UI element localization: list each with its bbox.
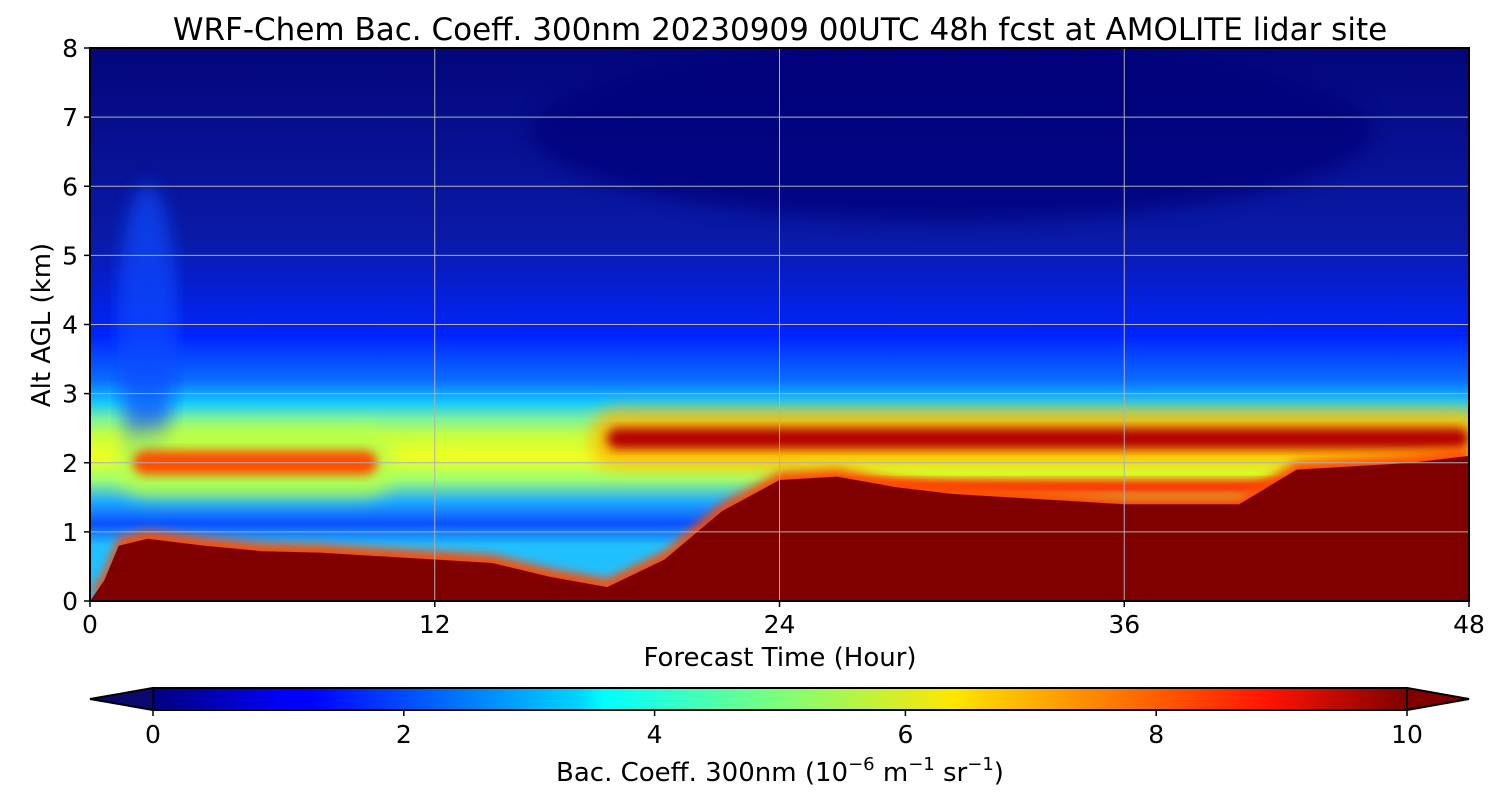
- y-axis-ticks: 0 1 2 3 4 5 6 7 8: [62, 34, 90, 616]
- chart-title: WRF-Chem Bac. Coeff. 300nm 20230909 00UT…: [173, 12, 1387, 48]
- y-tick-label: 6: [62, 172, 78, 201]
- y-tick-label: 4: [62, 311, 78, 340]
- y-tick-label: 0: [62, 587, 78, 616]
- x-tick-label: 36: [1108, 610, 1140, 639]
- colorbar-tick-label: 6: [897, 720, 913, 749]
- colorbar-ticks: 0 2 4 6 8 10: [145, 710, 1423, 749]
- x-axis-label: Forecast Time (Hour): [643, 643, 916, 673]
- x-tick-label: 48: [1453, 610, 1485, 639]
- y-tick-label: 2: [62, 449, 78, 478]
- colorbar-under-arrow: [89, 686, 154, 712]
- colorbar-label: Bac. Coeff. 300nm (10−6 m−1 sr−1): [556, 754, 1004, 788]
- colorbar-label-main: Bac. Coeff. 300nm (10: [556, 758, 848, 788]
- colorbar-label-mid: m: [875, 758, 909, 788]
- y-axis-label: Alt AGL (km): [27, 243, 57, 407]
- colorbar-label-exp3: −1: [967, 754, 994, 775]
- colorbar-gradient: [152, 687, 1408, 711]
- x-tick-label: 0: [82, 610, 98, 639]
- y-tick-label: 7: [62, 103, 78, 132]
- colorbar-over-arrow: [1406, 686, 1470, 712]
- y-tick-label: 3: [62, 380, 78, 409]
- colorbar-label-exp1: −6: [848, 754, 875, 775]
- heatmap-layer-smoke-layer-2.4km: [592, 409, 1469, 468]
- y-tick-label: 8: [62, 34, 78, 63]
- y-tick-label: 5: [62, 241, 78, 270]
- x-tick-label: 24: [764, 610, 796, 639]
- colorbar-tick-label: 2: [396, 720, 412, 749]
- colorbar: 0 2 4 6 8 10 Bac. Coeff. 300nm (10−6 m−1 sr−1…: [89, 686, 1470, 788]
- heatmap-layer-core: [607, 428, 1469, 449]
- x-tick-label: 12: [419, 610, 451, 639]
- colorbar-tick-label: 10: [1391, 720, 1423, 749]
- colorbar-tick-label: 0: [145, 720, 161, 749]
- colorbar-label-end: ): [994, 758, 1004, 788]
- heatmap-upper-dark-region: [532, 48, 1372, 221]
- heatmap-plot-area: [90, 48, 1469, 601]
- y-tick-label: 1: [62, 518, 78, 547]
- colorbar-tick-label: 8: [1148, 720, 1164, 749]
- x-axis-ticks: 0 12 24 36 48: [82, 601, 1485, 639]
- colorbar-label-exp2: −1: [908, 754, 935, 775]
- colorbar-tick-label: 4: [647, 720, 663, 749]
- colorbar-label-mid2: sr: [935, 758, 968, 788]
